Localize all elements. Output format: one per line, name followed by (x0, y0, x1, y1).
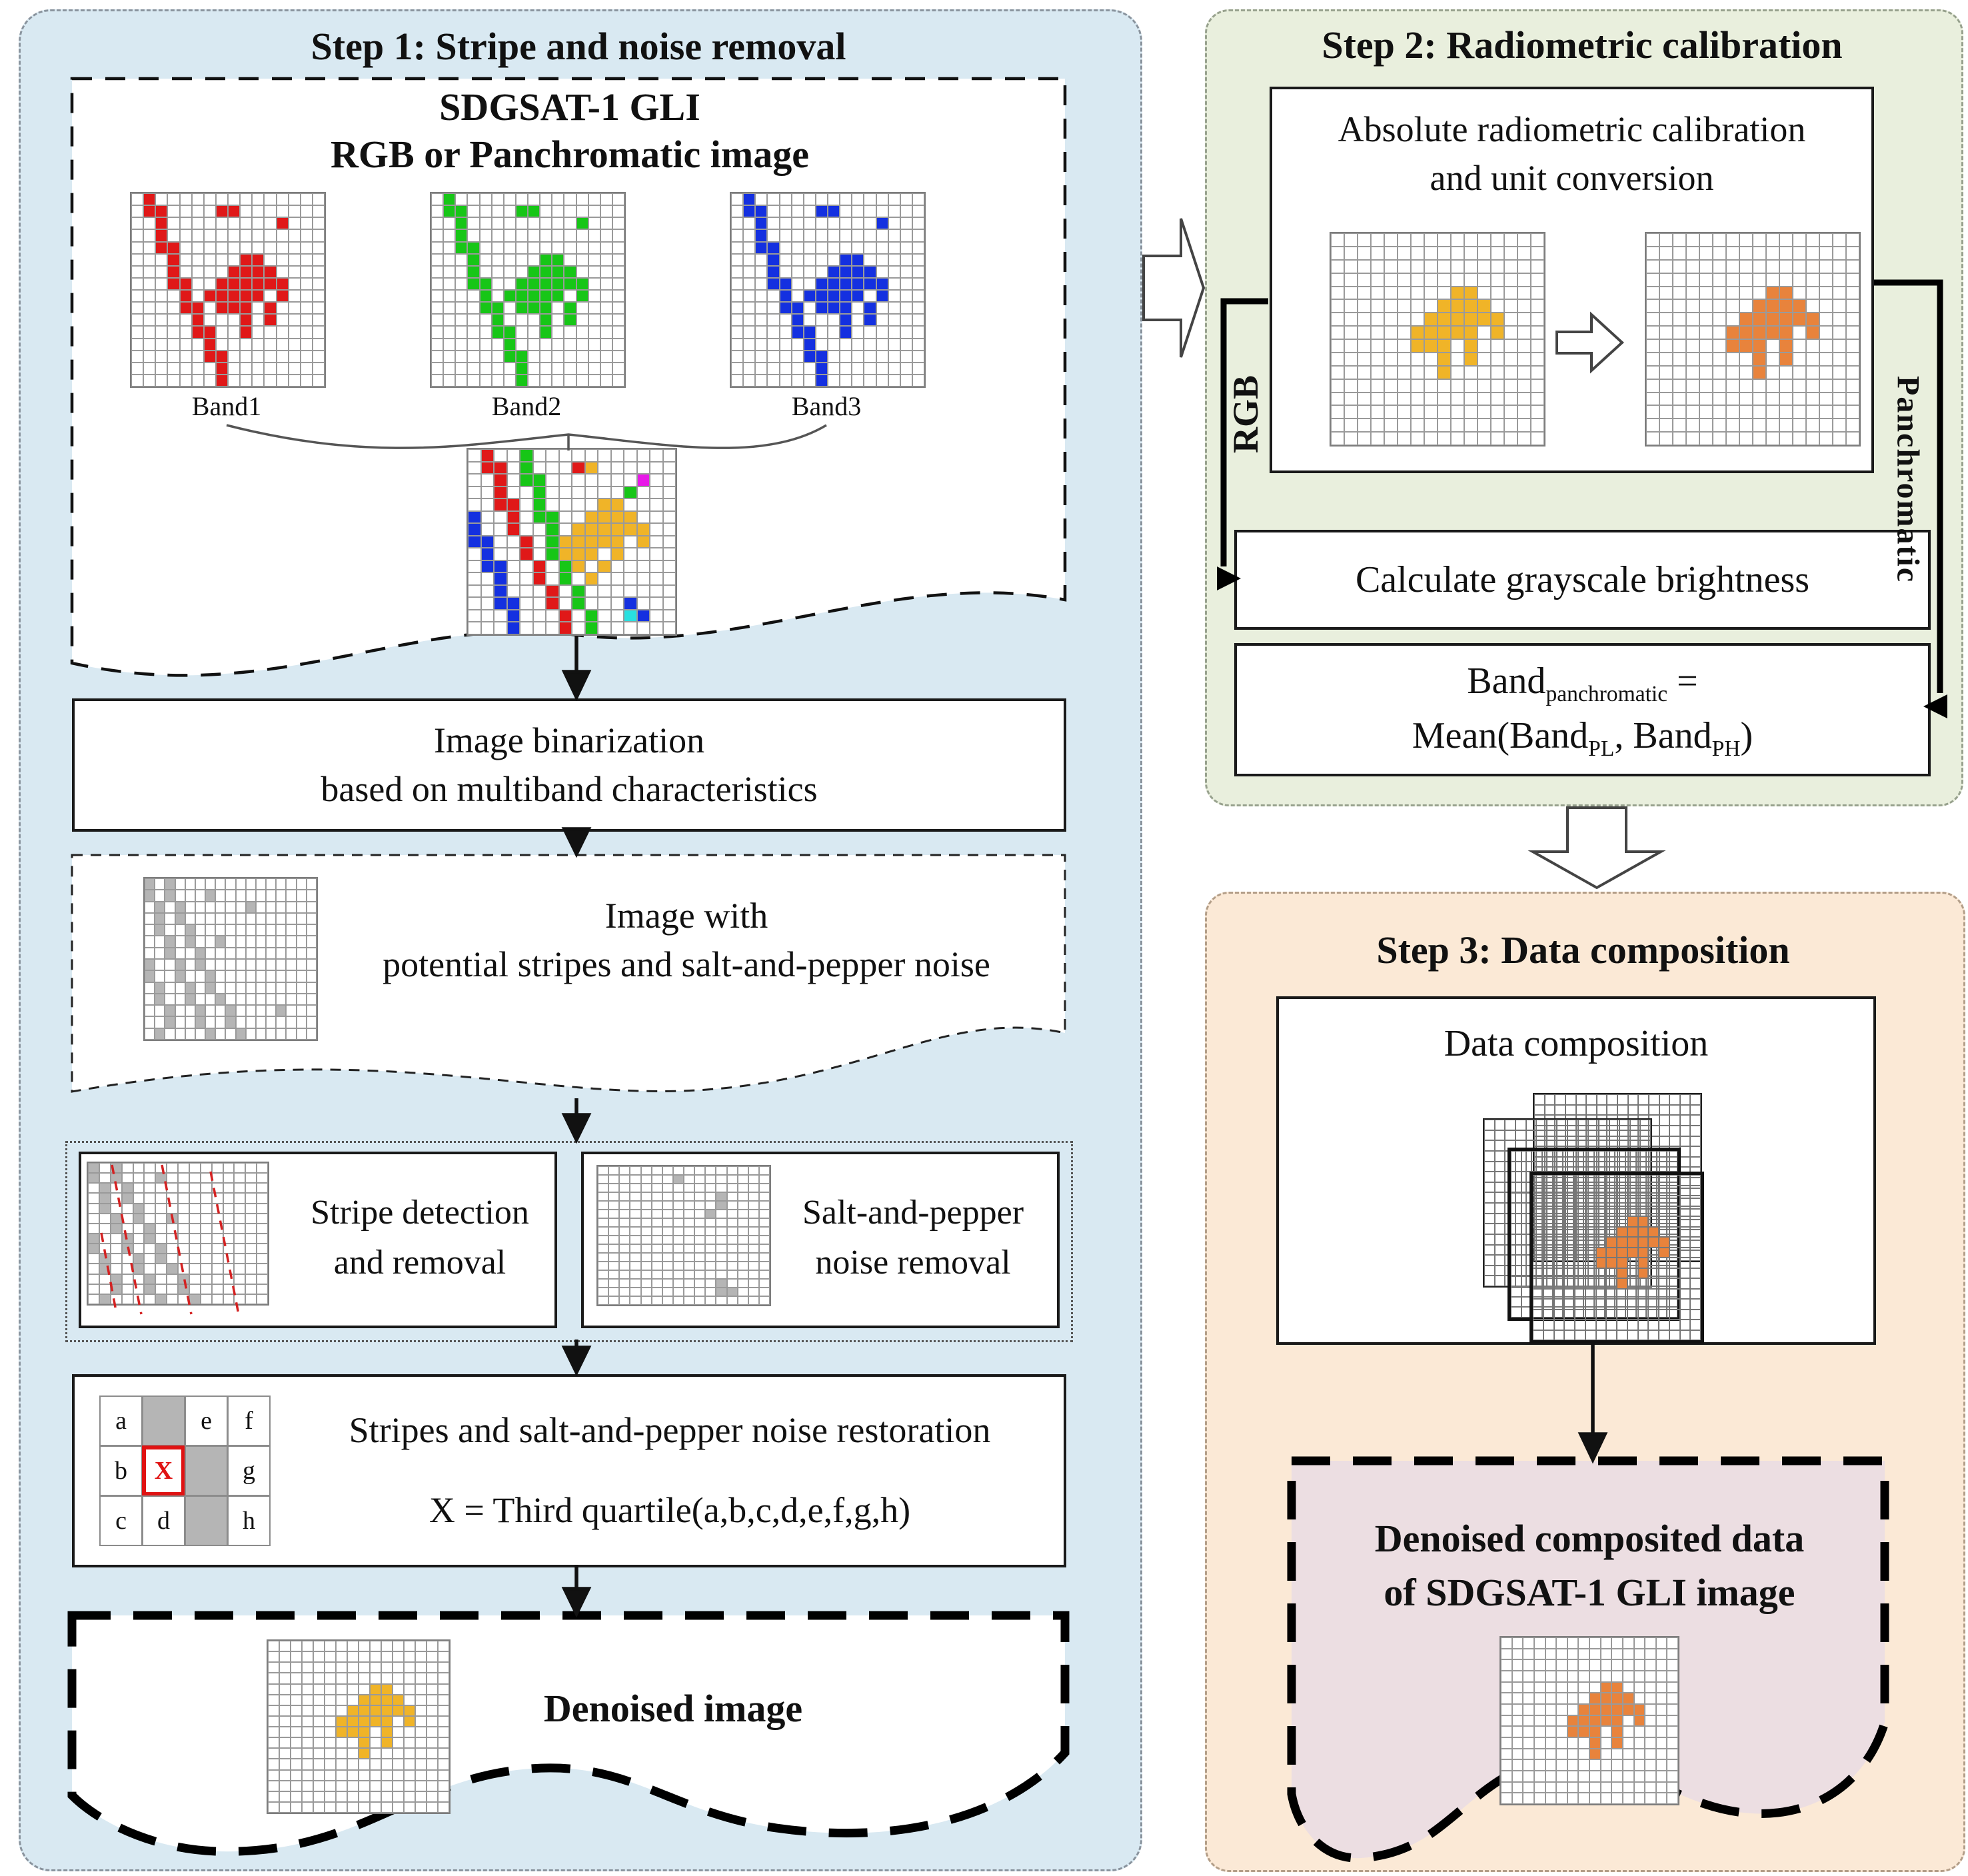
salt-pepper-grid (596, 1165, 771, 1306)
noisy-line1: Image with (604, 896, 768, 936)
salt-box-line2: noise removal (815, 1244, 1011, 1282)
input-title-line2: RGB or Panchromatic image (331, 132, 809, 176)
band3-label: Band3 (791, 391, 862, 421)
composition-layer-front2 (1507, 1148, 1681, 1321)
kernel-cell-gray (185, 1445, 228, 1496)
band2-label: Band2 (491, 391, 562, 421)
grayscale-box: Calculate grayscale brightness (1234, 530, 1931, 630)
stripe-box-line2: and removal (333, 1244, 506, 1282)
noisy-line2: potential stripes and salt-and-pepper no… (383, 944, 990, 984)
kernel-cell-e: e (185, 1396, 228, 1446)
kernel-cell-gray (142, 1396, 185, 1446)
step2-to-step3-arrow (1527, 806, 1666, 890)
combined-rgb-grid (467, 448, 677, 636)
kernel-cell-b: b (99, 1445, 143, 1496)
binarization-line1: Image binarization (433, 720, 705, 761)
step1-title: Step 1: Stripe and noise removal (311, 25, 846, 68)
kernel-cell-h: h (227, 1495, 271, 1546)
binarization-line2: based on multiband characteristics (321, 769, 818, 809)
band2-grid (430, 192, 626, 388)
stripe-box-line1: Stripe detection (311, 1194, 529, 1232)
step1-to-step2-arrow (1142, 218, 1206, 358)
band-mean-box: Bandpanchromatic = Mean(BandPL, BandPH) (1234, 643, 1931, 776)
band3-grid (730, 192, 926, 388)
kernel-cell-f: f (227, 1396, 271, 1446)
restoration-line2: X = Third quartile(a,b,c,d,e,f,g,h) (429, 1490, 911, 1530)
input-title-line1: SDGSAT-1 GLI (439, 85, 700, 129)
kernel-cell-gray (185, 1495, 228, 1546)
denoised-image-grid (267, 1639, 451, 1814)
grayscale-label: Calculate grayscale brightness (1355, 558, 1810, 600)
band1-grid (130, 192, 326, 388)
composition-layer-mid (1483, 1118, 1652, 1288)
salt-box-line1: Salt-and-pepper (802, 1194, 1024, 1232)
composition-label: Data composition (1444, 1023, 1709, 1064)
binarization-box: Image binarization based on multiband ch… (72, 698, 1066, 832)
band-mean-line2: Mean(BandPL, BandPH) (1412, 715, 1753, 762)
stripe-detection-grid (87, 1162, 269, 1306)
calibration-line1: Absolute radiometric calibration (1338, 109, 1806, 149)
band-mean-line1: Bandpanchromatic = (1467, 660, 1698, 706)
kernel-cell-c: c (99, 1495, 143, 1546)
rgb-branch-label: RGB (1226, 375, 1266, 454)
denoised-label: Denoised image (543, 1687, 803, 1730)
calibration-output-grid (1645, 232, 1861, 447)
band1-label: Band1 (191, 391, 262, 421)
panchromatic-branch-label: Panchromatic (1890, 376, 1926, 584)
step3-title: Step 3: Data composition (1376, 928, 1790, 972)
step2-title: Step 2: Radiometric calibration (1322, 23, 1843, 67)
result-grid (1499, 1636, 1679, 1805)
calibration-input-grid (1330, 232, 1545, 447)
restoration-line1: Stripes and salt-and-pepper noise restor… (349, 1410, 991, 1450)
kernel-cell-g: g (227, 1445, 271, 1496)
calibration-line2: and unit conversion (1430, 157, 1714, 198)
composition-layer-front (1529, 1172, 1704, 1344)
result-line1: Denoised composited data (1374, 1517, 1805, 1560)
result-line2: of SDGSAT-1 GLI image (1384, 1571, 1795, 1615)
kernel-cell-x: X (142, 1445, 185, 1496)
kernel-cell-d: d (142, 1495, 185, 1546)
noisy-image-grid (143, 877, 318, 1041)
kernel-cell-a: a (99, 1396, 143, 1446)
